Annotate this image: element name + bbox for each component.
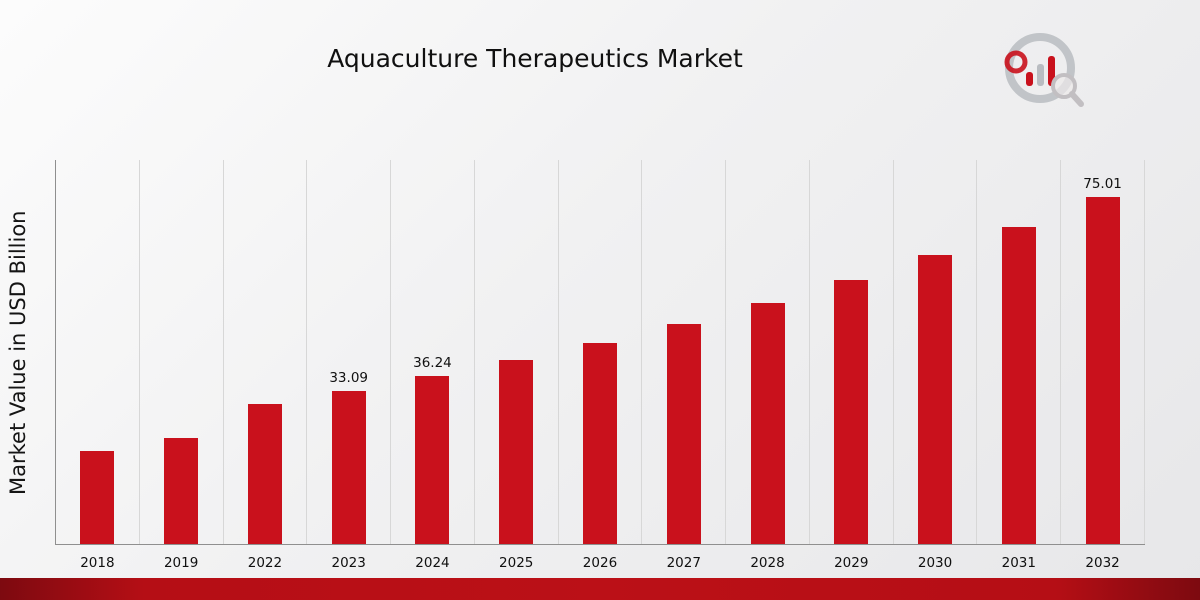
bar [80, 451, 115, 544]
x-axis-tick-label: 2031 [1001, 555, 1036, 571]
x-axis-tick-label: 2022 [247, 555, 283, 571]
x-axis-tick-label: 2029 [834, 555, 869, 571]
bar-column: 2026 [559, 160, 643, 571]
x-axis-tick-label: 2018 [80, 555, 115, 571]
logo-red-ring-icon [1004, 50, 1028, 74]
bar-value-label: 36.24 [413, 355, 452, 372]
bar-column: 36.24 2024 [391, 160, 475, 571]
bar-column: 2031 [977, 160, 1062, 571]
bar-column: 2029 [810, 160, 894, 571]
bar-column: 2028 [726, 160, 810, 571]
bar-value-label: 33.09 [329, 369, 368, 386]
x-axis-tick-label: 2026 [582, 555, 618, 571]
bar-column: 33.09 2023 [307, 160, 392, 571]
bar [666, 323, 701, 544]
bar-column: 2022 [224, 160, 308, 571]
bar-column: 75.01 2032 [1061, 160, 1145, 571]
x-axis-tick-label: 2028 [750, 555, 785, 571]
y-axis-label: Market Value in USD Billion [6, 210, 30, 495]
bar-column: 2025 [475, 160, 559, 571]
bar [834, 279, 869, 544]
bar-value-label: 75.01 [1083, 175, 1122, 192]
bar [247, 404, 282, 544]
x-axis-tick-label: 2025 [499, 555, 534, 571]
x-axis-tick-label: 2030 [917, 555, 953, 571]
logo-magnifier-icon [1051, 73, 1084, 107]
bar [331, 390, 366, 544]
brand-logo-icon [1004, 33, 1084, 107]
bar-column: 2027 [642, 160, 727, 571]
x-axis-tick-label: 2023 [331, 555, 366, 571]
bar [1001, 227, 1036, 544]
plot-area: 2018 2019 2022 33.09 2023 36.24 2024 2025 2026 20… [55, 160, 1145, 571]
bar [582, 342, 617, 544]
bar-column: 2030 [894, 160, 978, 571]
x-axis-tick-label: 2019 [163, 555, 199, 571]
bar [499, 360, 534, 544]
bar [164, 437, 199, 544]
bar [1085, 196, 1120, 544]
x-axis-tick-label: 2032 [1085, 555, 1120, 571]
bar [918, 254, 953, 544]
bar-column: 2018 [56, 160, 140, 571]
x-axis-tick-label: 2027 [666, 555, 701, 571]
footer-stripe [0, 578, 1200, 600]
brand-logo [998, 28, 1090, 112]
logo-bars-icon [1026, 56, 1055, 86]
bar-column: 2019 [140, 160, 224, 571]
x-axis-tick-label: 2024 [415, 555, 450, 571]
chart-title: Aquaculture Therapeutics Market [327, 44, 743, 73]
bar [415, 376, 450, 544]
bar [750, 302, 785, 544]
